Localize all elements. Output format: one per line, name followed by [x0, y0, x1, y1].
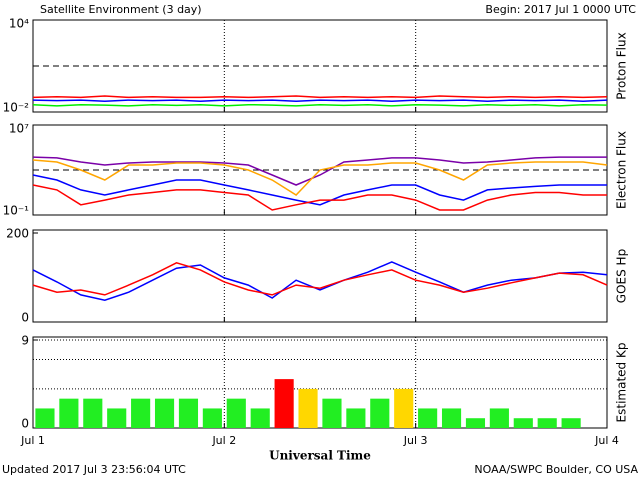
kp-bar [131, 398, 151, 428]
y-axis-label: Electron Flux [615, 131, 629, 209]
begin-time: Begin: 2017 Jul 1 0000 UTC [485, 3, 636, 16]
y-tick-label: 10⁷ [9, 122, 29, 136]
kp-bar [107, 408, 127, 428]
x-tick-label: Jul 3 [403, 434, 428, 447]
kp-bar [394, 388, 414, 428]
kp-bar [561, 418, 581, 428]
data-line [32, 99, 608, 103]
data-line [32, 261, 608, 296]
y-tick-label: 9 [21, 334, 29, 348]
kp-bar [59, 398, 79, 428]
data-line [32, 159, 608, 196]
kp-bar [370, 398, 390, 428]
x-axis-label: Universal Time [269, 449, 371, 463]
kp-bar [465, 418, 486, 428]
updated-time: Updated 2017 Jul 3 23:56:04 UTC [2, 463, 186, 476]
y-tick-label: 10⁻¹ [3, 204, 30, 218]
x-tick-label: Jul 2 [211, 434, 236, 447]
chart-title: Satellite Environment (3 day) [40, 3, 202, 16]
kp-bar [202, 408, 222, 428]
kp-bar [346, 408, 366, 428]
x-tick-label: Jul 1 [20, 434, 45, 447]
kp-bar [298, 388, 318, 428]
kp-bar [537, 418, 557, 428]
y-axis-label: GOES Hp [615, 249, 629, 303]
kp-bar [322, 398, 342, 428]
kp-bar [513, 418, 533, 428]
kp-bar [35, 408, 55, 428]
data-line [32, 103, 608, 107]
y-axis-label: Proton Flux [615, 32, 629, 99]
kp-bar [83, 398, 103, 428]
kp-bar [489, 408, 509, 428]
kp-bar [226, 398, 246, 428]
data-line [32, 174, 607, 206]
data-line [32, 261, 608, 301]
kp-bar [441, 408, 462, 428]
data-line [32, 95, 608, 99]
data-line [32, 184, 607, 211]
kp-bar [250, 408, 270, 428]
kp-bar [274, 379, 294, 428]
y-axis-label: Estimated Kp [615, 343, 629, 423]
credit: NOAA/SWPC Boulder, CO USA [474, 463, 638, 476]
y-tick-label: 0 [21, 417, 29, 431]
y-tick-label: 200 [6, 227, 29, 241]
y-tick-label: 0 [21, 311, 29, 325]
kp-bar [154, 398, 175, 428]
data-line [32, 156, 607, 186]
x-tick-label: Jul 4 [594, 434, 619, 447]
y-tick-label: 10⁻² [3, 101, 30, 115]
kp-bar [178, 398, 199, 428]
y-tick-label: 10⁴ [9, 17, 29, 31]
kp-bar [418, 408, 438, 428]
